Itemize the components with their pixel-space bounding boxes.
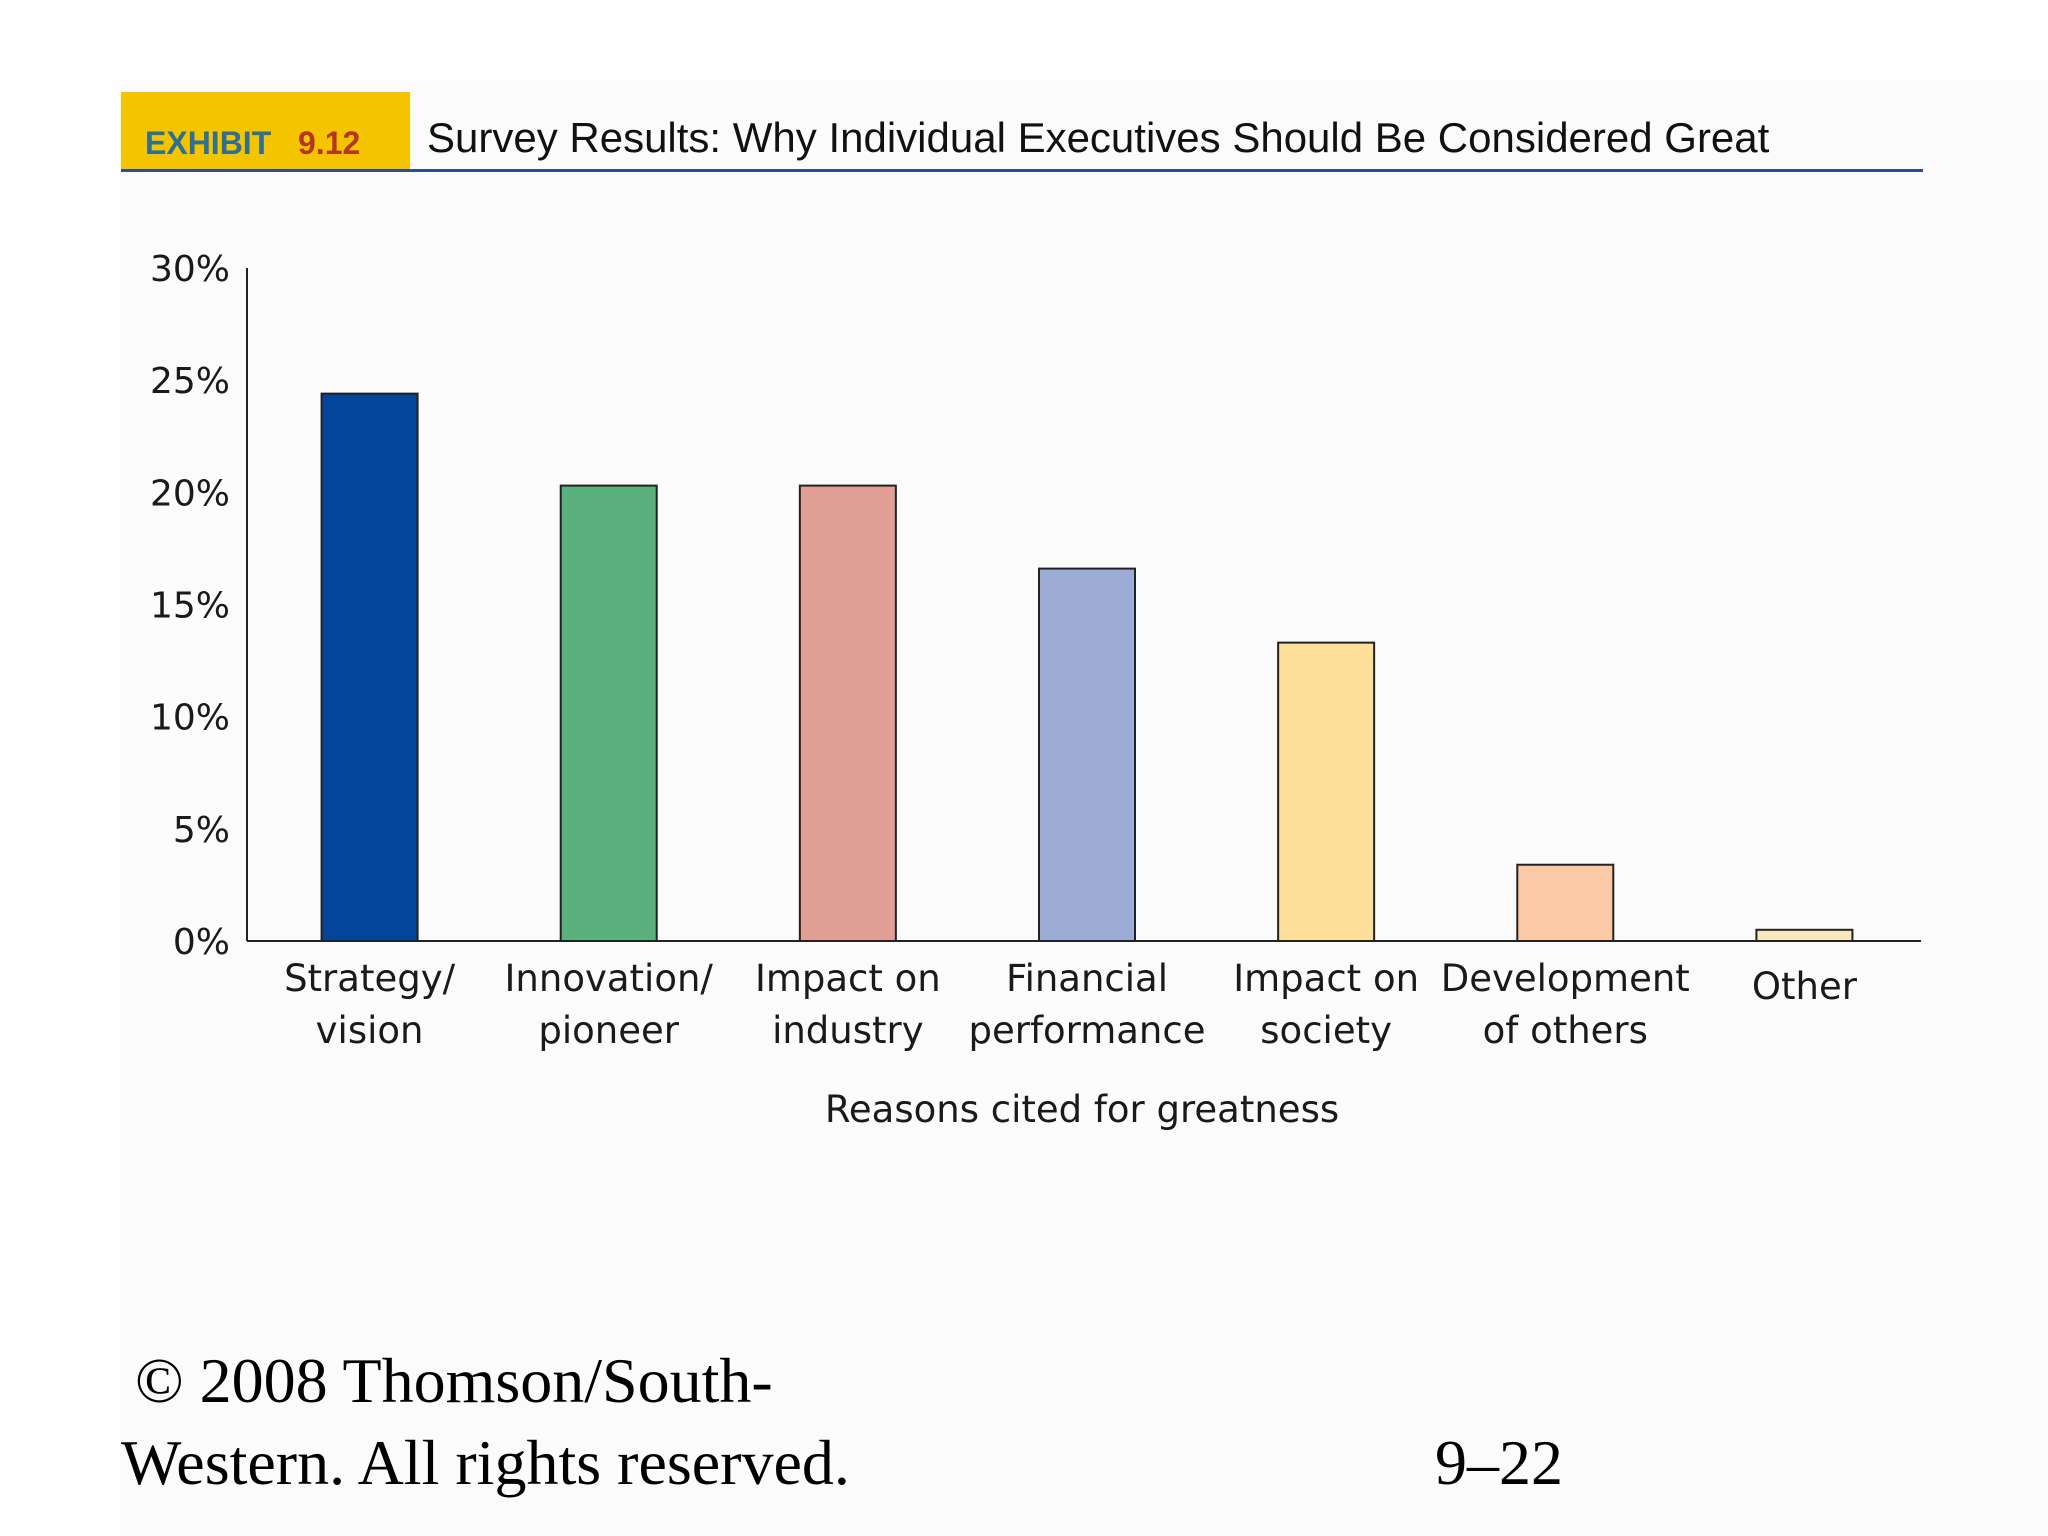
exhibit-number: 9.12 xyxy=(298,125,361,161)
x-category-label-line: performance xyxy=(969,1009,1206,1052)
x-category-label-line: Impact on xyxy=(1233,957,1419,1000)
x-category-label: Development of others xyxy=(1441,957,1690,1052)
exhibit-label: EXHIBIT xyxy=(145,125,272,161)
bar xyxy=(1038,567,1136,943)
x-category-label-line: Impact on xyxy=(755,957,941,1000)
x-category-label-line: vision xyxy=(316,1009,424,1052)
y-tick-label: 15% xyxy=(150,586,230,627)
x-category-label: Strategy/vision xyxy=(284,957,456,1052)
y-tick-label: 5% xyxy=(173,810,230,851)
x-axis-title: Reasons cited for greatness xyxy=(825,1088,1339,1131)
x-category-label: Financial performance xyxy=(969,957,1206,1052)
bar xyxy=(1516,863,1615,943)
copyright-line-1: © 2008 Thomson/South- xyxy=(135,1345,773,1416)
y-tick-label: 25% xyxy=(150,361,230,402)
x-category-label-line: Strategy/ xyxy=(284,957,456,1000)
y-tick-label: 20% xyxy=(150,473,230,514)
x-category-label-line: Development xyxy=(1441,957,1690,1000)
y-tick-label: 30% xyxy=(150,249,230,290)
x-category-label-line: pioneer xyxy=(538,1009,679,1052)
copyright-line-2: Western. All rights reserved. xyxy=(121,1427,850,1498)
bar xyxy=(798,484,897,942)
x-axis-category-labels: Strategy/vision Innovation/pioneer Impact … xyxy=(284,957,1858,1052)
x-category-label: Impact on society xyxy=(1233,957,1419,1052)
bars-group xyxy=(320,392,1854,943)
y-tick-label: 10% xyxy=(150,698,230,739)
chart-title: Survey Results: Why Individual Executive… xyxy=(427,114,1770,161)
x-category-label: Impact on industry xyxy=(755,957,941,1052)
x-category-label: Innovation/pioneer xyxy=(505,957,714,1052)
page-number: 9–22 xyxy=(1435,1427,1563,1498)
x-category-label-line: of others xyxy=(1483,1009,1648,1052)
y-axis-ticks: 0% 5% 10% 15% 20% 25% 30% xyxy=(150,249,230,963)
bar xyxy=(320,392,419,943)
copyright-notice: © 2008 Thomson/South- Western. All right… xyxy=(121,1340,1021,1504)
x-category-label-line: Financial xyxy=(1006,957,1168,1000)
x-category-label-line: society xyxy=(1260,1009,1392,1052)
bar xyxy=(1755,928,1854,942)
exhibit-tag xyxy=(121,92,410,170)
x-category-label-line: industry xyxy=(772,1009,924,1052)
x-category-label-line: Other xyxy=(1752,965,1858,1008)
bar xyxy=(559,484,658,942)
x-category-label: Other xyxy=(1752,965,1858,1008)
header-divider xyxy=(121,169,1923,172)
y-tick-label: 0% xyxy=(173,922,230,963)
bar xyxy=(1277,641,1376,942)
x-category-label-line: Innovation/ xyxy=(505,957,714,1000)
